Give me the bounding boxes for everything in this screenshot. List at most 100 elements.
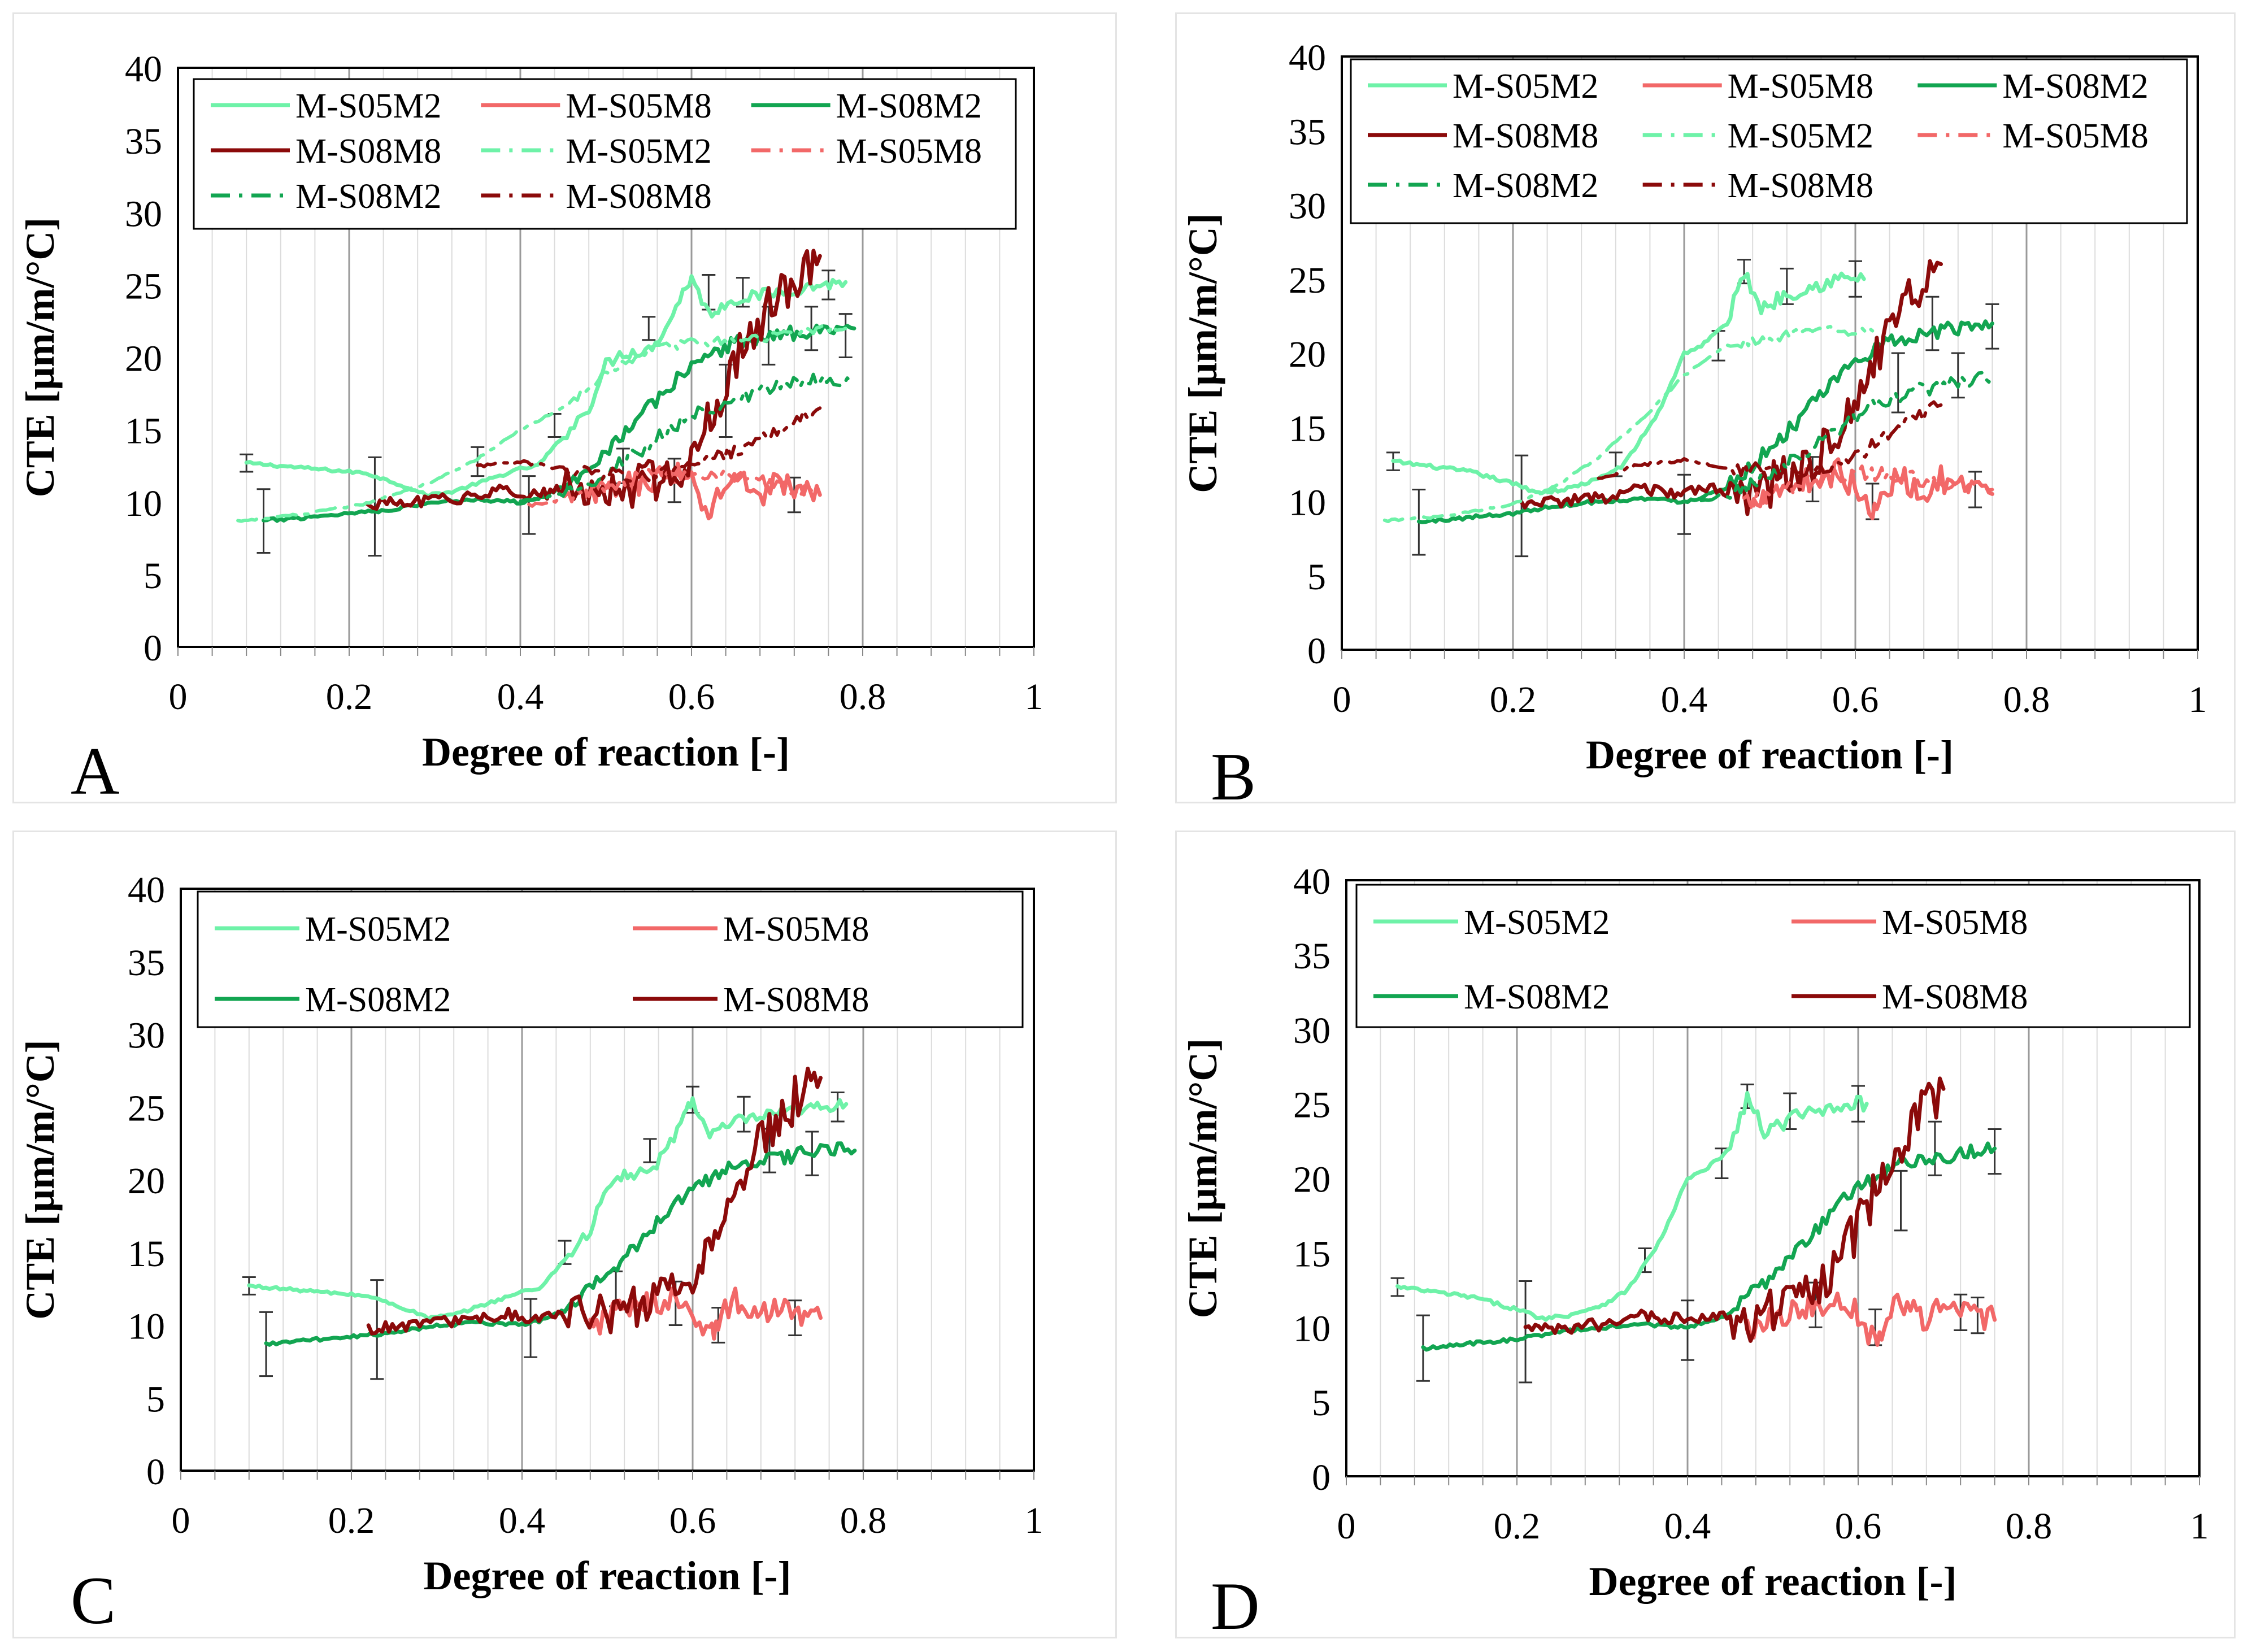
legend-item: M-S08M2 [751,87,982,125]
y-tick-label: 0 [1307,631,1326,672]
y-tick-label: 20 [1289,334,1326,375]
y-axis-title: CTE [μm/m/°C] [1180,1038,1225,1319]
series-line-m-s05m2 [1391,271,1866,495]
legend-label: M-S08M8 [1728,167,1873,205]
series-line-m-s08m8 [364,249,822,511]
legend-label: M-S08M8 [566,177,711,216]
legend-label: M-S08M8 [1882,978,2028,1016]
series-line-m-s08m8 [1519,259,1943,516]
legend-label: M-S05M8 [723,910,869,949]
x-tick-label: 0.6 [1835,1506,1882,1547]
y-tick-label: 0 [144,628,162,669]
series-line-m-s08m8-dashdot [1597,400,1943,480]
legend-label: M-S08M8 [1453,117,1598,155]
y-tick-label: 15 [1293,1233,1330,1275]
series-line-m-s08m8 [1523,1076,1946,1343]
series-line-m-s05m2-dashdot [236,324,847,523]
y-tick-label: 10 [125,483,162,524]
legend-label: M-S05M8 [2002,117,2148,155]
y-tick-label: 40 [125,49,162,90]
chart-panel-a: M-S05M2 M-S05M8 M-S08M2 M-S08M8 M-S05M2 M-S05… [12,12,1117,805]
legend-label: M-S05M2 [1464,903,1610,942]
legend-label: M-S08M2 [2002,67,2148,106]
series-line-m-s08m2-dashdot [519,372,856,503]
error-bar [1951,352,1965,399]
x-tick-label: 1 [1025,1500,1043,1541]
series-line-m-s08m2 [1416,319,1994,524]
panel-label-d: D [1211,1568,1260,1644]
error-bar [1677,473,1691,535]
y-tick-label: 5 [144,555,162,597]
x-tick-label: 0.4 [499,1500,546,1541]
error-bar [1971,1297,1985,1334]
y-tick-label: 25 [125,266,162,307]
error-bar [642,316,656,341]
series-line-m-s08m8-dashdot [476,406,822,483]
x-tick-label: 0.8 [840,1500,887,1541]
y-tick-label: 5 [146,1379,165,1420]
legend-label: M-S08M8 [295,132,441,171]
legend-item: M-S08M2 [211,177,441,216]
x-tick-label: 0.6 [669,1500,716,1541]
plot-frame [1341,55,2199,651]
legend-item: M-S08M2 [1373,978,1610,1016]
series-line-m-s05m8 [1745,1292,1997,1347]
error-bar [1988,1128,2002,1175]
plot-frame [177,67,1035,648]
y-axis-title: CTE [μm/m/°C] [18,1040,63,1320]
x-tick-label: 0 [172,1500,190,1541]
legend-label: M-S05M2 [566,132,711,171]
legend-label: M-S05M2 [295,87,441,125]
legend-label: M-S08M2 [295,177,441,216]
chart-a-svg: M-S05M2 M-S05M8 M-S08M2 M-S08M8 M-S05M2 M-S05… [18,49,1043,775]
legend-label: M-S05M2 [1728,117,1873,155]
legend-label: M-S05M8 [1882,903,2028,942]
error-bar [547,412,562,438]
series-line-m-s05m8-dashdot [1742,464,1994,508]
y-tick-label: 35 [1289,111,1326,153]
y-tick-label: 10 [128,1306,165,1347]
legend-box [1350,58,2188,224]
series-line-m-s05m8 [1742,457,1994,520]
x-tick-label: 0.6 [668,676,715,718]
legend-item: M-S05M2 [1368,67,1598,106]
y-axis-title: CTE [μm/m/°C] [1180,213,1225,493]
legend-item: M-S05M2 [481,132,712,171]
error-bar [805,306,819,351]
x-tick-label: 1 [2189,679,2207,720]
error-bar [1681,1299,1694,1361]
y-tick-label: 5 [1312,1383,1330,1424]
x-tick-label: 0.6 [1832,679,1879,720]
x-tick-label: 1 [1025,676,1043,718]
legend-box [193,78,1017,230]
x-tick-label: 0.8 [2003,679,2050,720]
legend-label: M-S05M2 [1453,67,1598,106]
x-tick-label: 0.2 [1494,1506,1541,1547]
x-tick-label: 0.4 [1664,1506,1711,1547]
error-bar [1925,295,1940,351]
panel-label-b: B [1211,739,1256,814]
legend-label: M-S05M8 [1728,67,1873,106]
y-tick-label: 20 [1293,1159,1330,1201]
x-axis-title: Degree of reaction [-] [423,1553,791,1598]
y-tick-label: 25 [1289,260,1326,301]
legend-label: M-S05M8 [836,132,982,171]
legend-item: M-S08M8 [211,132,441,171]
y-tick-label: 40 [128,870,165,911]
error-bar [1928,1120,1942,1176]
legend-label: M-S08M2 [305,981,451,1019]
x-tick-label: 0.2 [326,676,373,718]
legend-item: M-S05M8 [1792,903,2028,942]
error-bar [1519,1280,1533,1384]
error-bar [1715,1147,1729,1179]
y-tick-label: 30 [128,1015,165,1057]
y-tick-label: 35 [1293,936,1330,977]
legend-item: M-S08M2 [1368,167,1598,205]
series-line-m-s05m2 [244,274,848,498]
legend-item: M-S05M8 [1917,117,2149,155]
y-axis-title: CTE [μm/m/°C] [18,218,63,498]
error-bar [788,1299,802,1337]
x-tick-label: 0.8 [2006,1506,2053,1547]
legend-label: M-S05M8 [566,87,711,125]
